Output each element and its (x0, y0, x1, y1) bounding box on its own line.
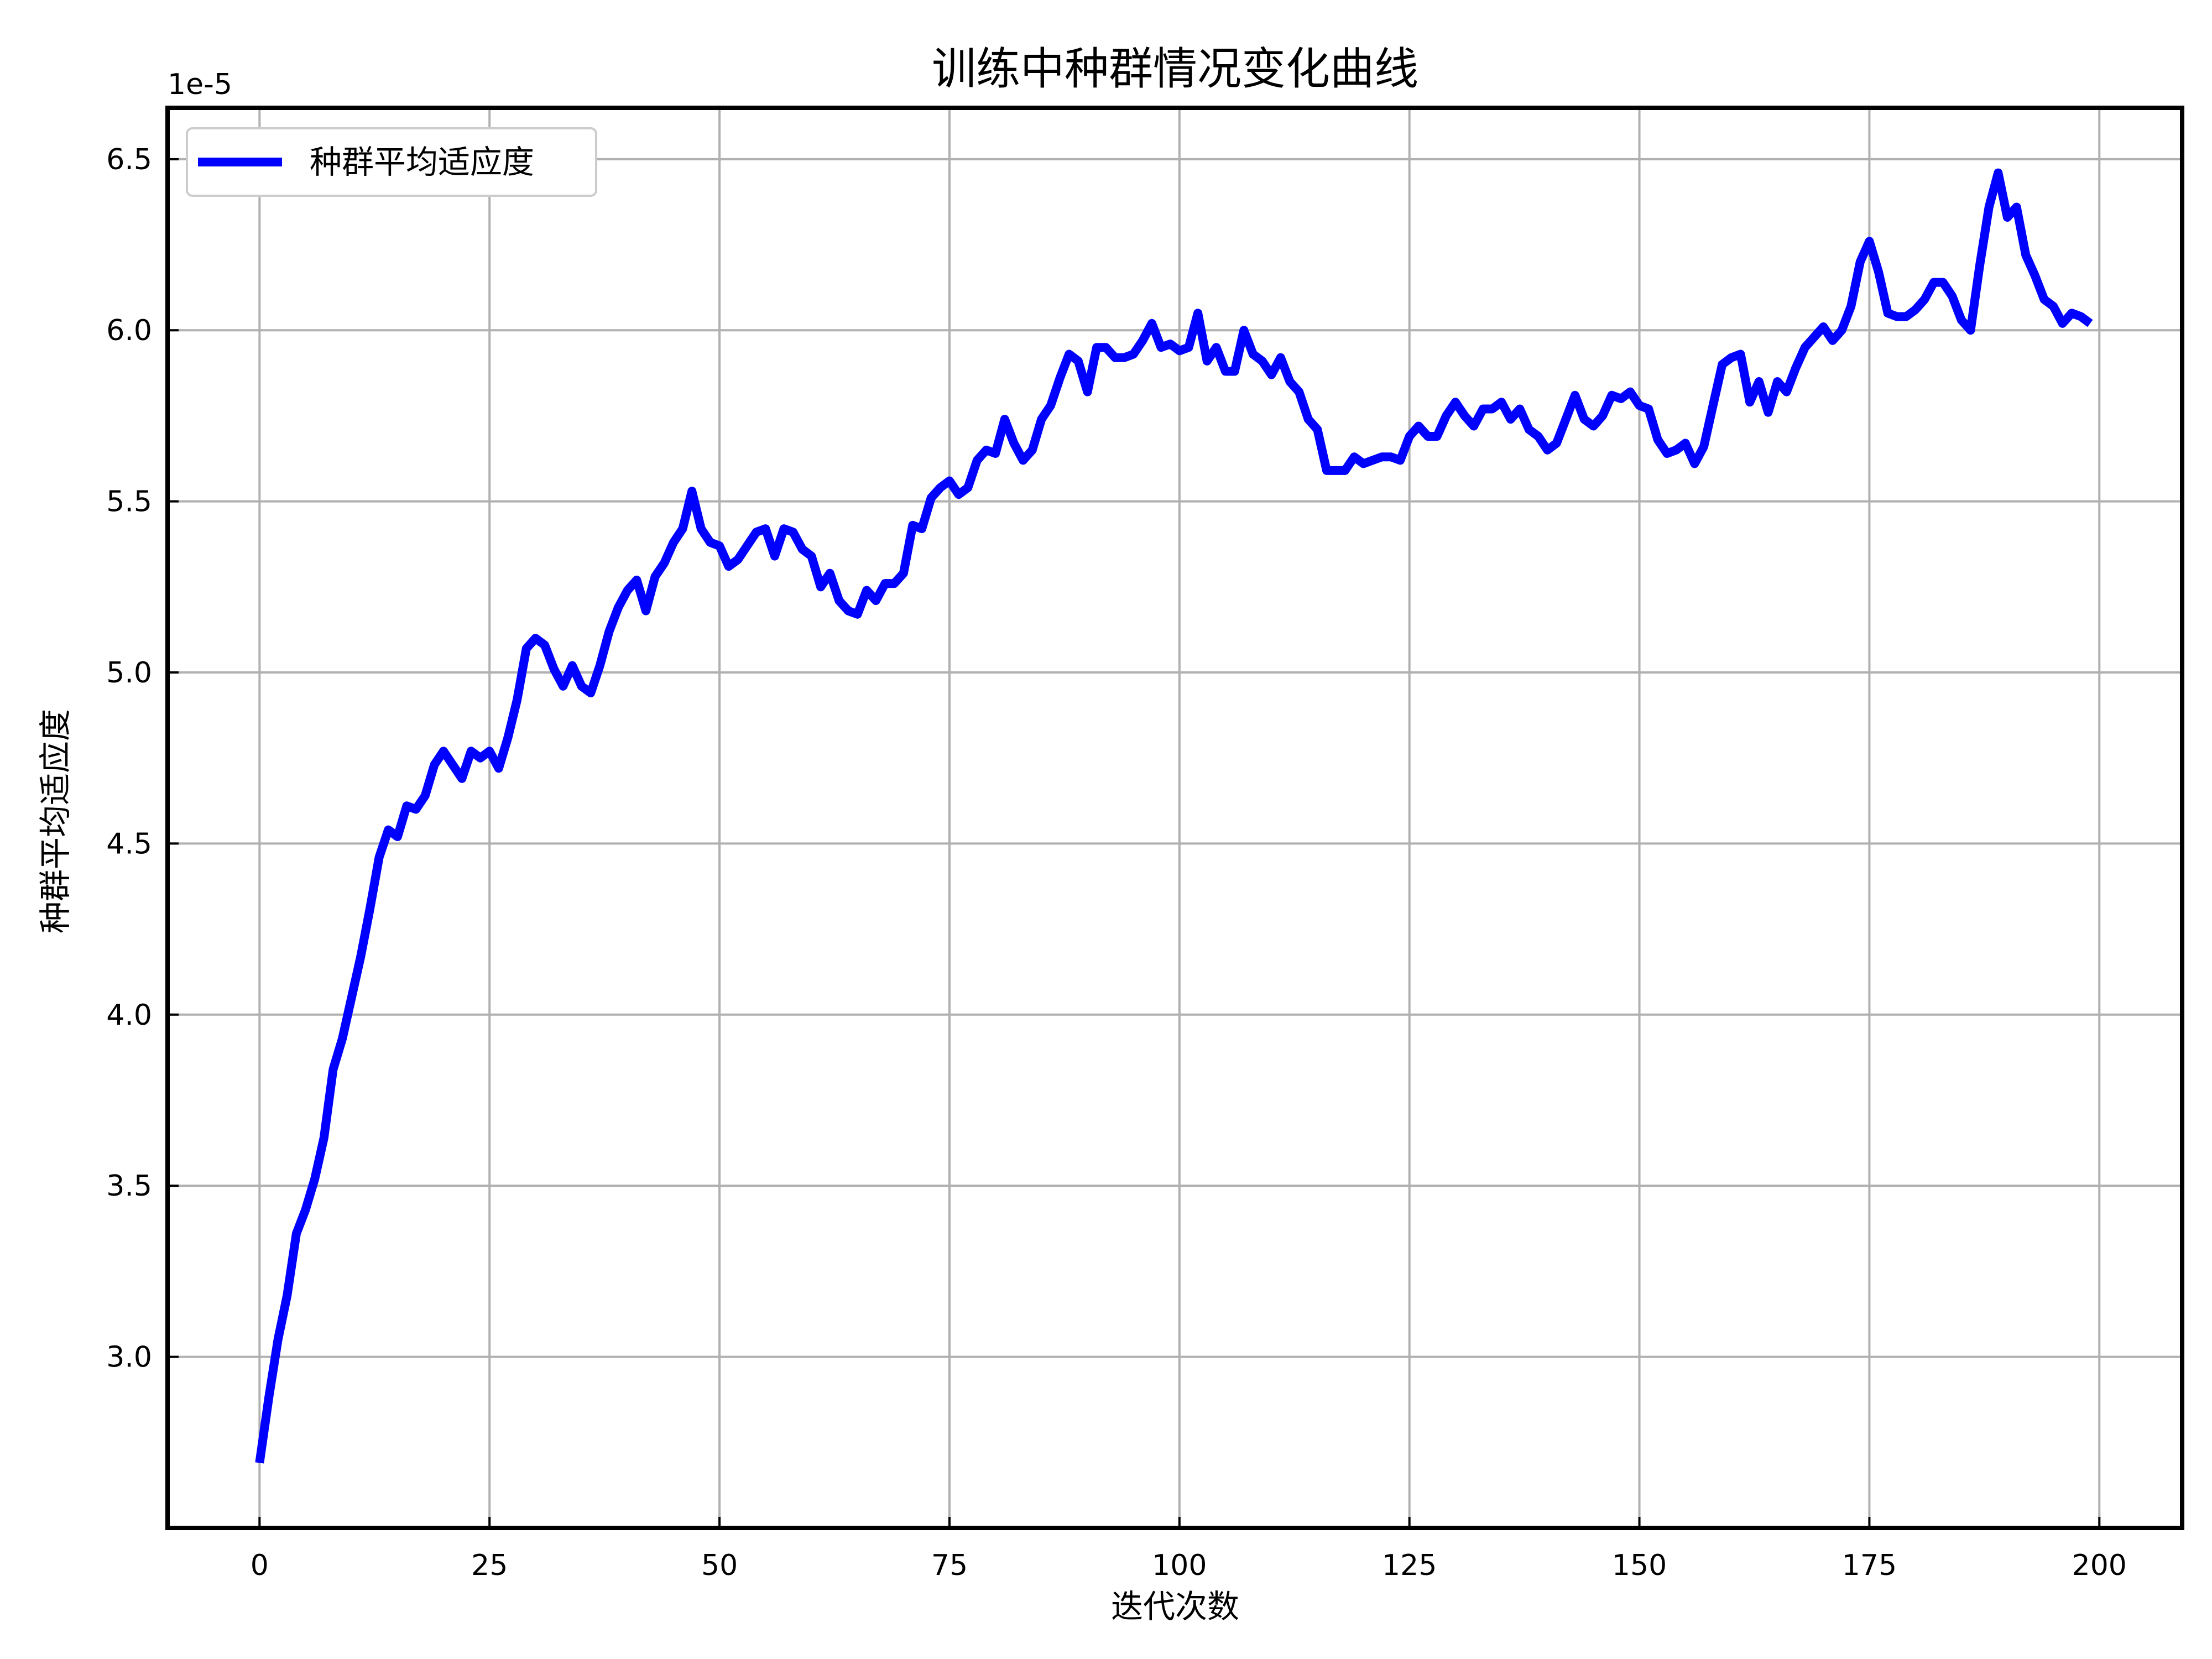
legend-box (186, 127, 597, 197)
x-tick-label: 75 (931, 1549, 968, 1582)
y-tick-label: 6.5 (106, 143, 152, 176)
x-tick-label: 50 (701, 1549, 738, 1582)
y-tick-label: 3.0 (106, 1341, 152, 1374)
y-axis-label: 种群平均适应度 (36, 709, 74, 933)
series-layer (255, 168, 2093, 1464)
y-tick-label: 5.5 (106, 486, 152, 519)
legend-entry: 种群平均适应度 (310, 143, 534, 181)
x-tick-label: 0 (251, 1549, 269, 1582)
y-tick-label: 4.0 (106, 999, 152, 1032)
y-axis-offset-label: 1e-5 (168, 68, 232, 101)
x-tick-label: 100 (1152, 1549, 1207, 1582)
y-tick-label: 4.5 (106, 827, 152, 860)
plot-frame (165, 106, 2184, 1530)
x-tick-label: 200 (2072, 1549, 2127, 1582)
x-tick-label: 125 (1382, 1549, 1437, 1582)
x-tick-label: 150 (1612, 1549, 1667, 1582)
legend: 种群平均适应度 (186, 127, 597, 197)
y-axis-ticks: 3.0 3.5 4.0 4.5 5.0 5.5 6.0 6.5 (106, 143, 179, 1374)
series-line (255, 168, 2093, 1464)
x-axis-label: 迭代次数 (1111, 1588, 1239, 1625)
gridlines (168, 108, 2182, 1528)
y-tick-label: 5.0 (106, 656, 152, 690)
chart-title: 训练中种群情况变化曲线 (932, 43, 1418, 95)
y-tick-label: 6.0 (106, 314, 152, 347)
y-tick-label: 3.5 (106, 1170, 152, 1203)
x-axis-ticks: 0 25 50 75 100 125 150 175 200 (251, 1517, 2127, 1582)
x-tick-label: 25 (471, 1549, 508, 1582)
x-tick-label: 175 (1842, 1549, 1897, 1582)
